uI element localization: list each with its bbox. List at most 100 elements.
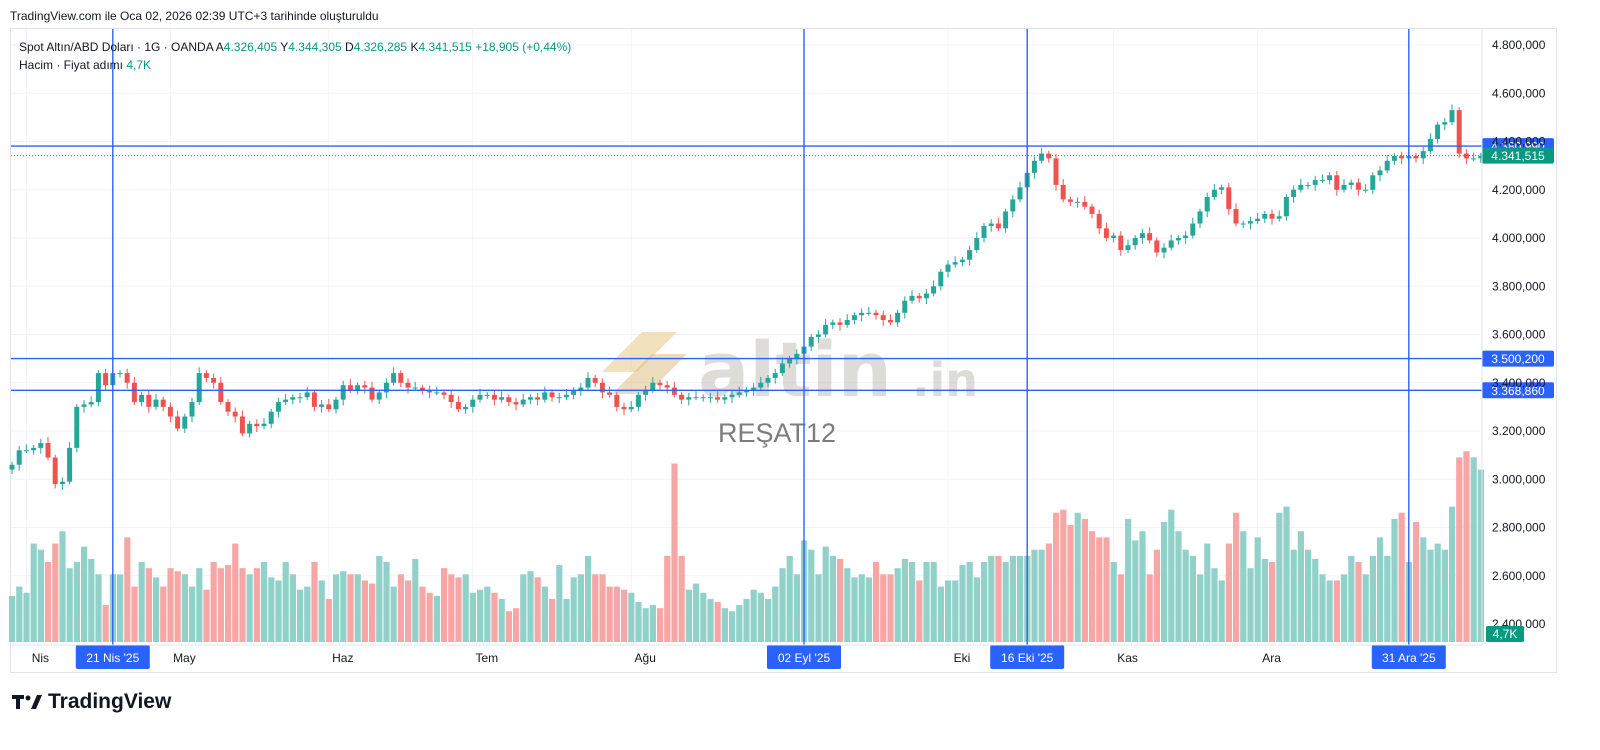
candle-body [326,404,332,410]
volume-bar [757,592,764,642]
candle-body [1103,228,1109,238]
candle-body [542,392,548,400]
x-tick-label: Eki [954,651,971,665]
x-tick-label: Ara [1262,651,1281,665]
volume-bar [1182,549,1189,642]
candle-body [103,373,109,386]
candle-body [607,392,613,395]
volume-bar [30,543,37,642]
candle-body [578,387,584,390]
volume-bar [945,580,952,642]
volume-bar [1333,580,1340,642]
volume-bar [1103,537,1110,642]
tradingview-brand: TradingView [48,690,172,713]
candle-body [995,223,1001,229]
candle-body [787,358,793,364]
volume-bar [304,586,311,642]
candle-body [1334,175,1340,190]
volume-bar [1297,531,1304,642]
volume-bar [1456,457,1463,642]
volume-bar [1261,558,1268,642]
candle-body [311,392,317,407]
candle-body [736,392,742,395]
created-note: TradingView.com ile Oca 02, 2026 02:39 U… [10,9,379,23]
candle-body [247,423,253,434]
volume-bar [1110,562,1117,642]
candle-body [1427,139,1433,152]
volume-bar [649,605,656,642]
y-tick-label: 3.000,000 [1492,472,1546,486]
candle-body [923,293,929,299]
candle-body [959,259,965,263]
volume-bar [930,562,937,642]
candle-body [355,385,361,390]
volume-bar [16,586,23,642]
candle-body [1420,151,1426,159]
candle-body [304,392,310,398]
volume-bars [9,451,1484,642]
volume-bar [203,589,210,642]
volume-bar [1441,549,1448,642]
candle-body [1175,238,1181,241]
price-badge [1482,350,1554,367]
candle-body [441,392,447,395]
chart-frame [10,28,1557,673]
volume-bar [966,562,973,642]
volume-bar [721,608,728,642]
volume-bar [707,598,714,642]
volume-bar [1319,574,1326,642]
candle-body [830,322,836,325]
candle-body [88,402,94,405]
candles [9,104,1484,490]
candle-body [74,406,80,448]
y-tick-label: 2.600,000 [1492,569,1546,583]
candle-body [751,387,757,390]
volume-bar [1276,512,1283,642]
volume-bar [253,568,260,642]
volume-bar [419,586,426,642]
candle-body [1082,201,1088,207]
legend-open: 4.326,405 [223,40,278,54]
volume-bar [145,568,152,642]
candle-body [981,225,987,238]
volume-bar [700,592,707,642]
volume-bar [1139,531,1146,642]
watermark-logo-icon [602,332,687,394]
watermark: altin .in REŞAT12 [602,325,978,448]
price-chart[interactable]: altin .in REŞAT12 4.380,9903.500,2003.36… [0,0,1600,680]
candle-body [693,397,699,399]
volume-bar [729,611,736,642]
volume-bar [325,598,332,642]
volume-bar [289,574,296,642]
candle-body [967,250,973,260]
candle-body [650,382,656,390]
legend-symbol[interactable]: Spot Altın/ABD Doları · 1G · OANDA [19,40,214,54]
candle-body [859,312,865,316]
volume-bar [361,580,368,642]
volume-bar [520,574,527,642]
volume-bar [1305,549,1312,642]
price-badge-label: 3.500,200 [1491,352,1545,366]
candle-body [1449,110,1455,123]
candle-body [1471,158,1477,160]
current-price-label: 4.341,515 [1491,149,1545,163]
candle-body [938,271,944,287]
legend-volume-label[interactable]: Hacim · Fiyat adımı [19,58,124,72]
volume-bar [491,592,498,642]
candle-body [535,397,541,400]
volume-bar [1463,451,1470,642]
tradingview-logo[interactable]: TradingView [12,690,171,714]
volume-bar [1189,555,1196,642]
candle-body [945,264,951,272]
candle-body [167,406,173,417]
candle-body [283,399,289,403]
volume-bar [793,574,800,642]
volume-bar [563,598,570,642]
volume-bar [405,580,412,642]
candle-body [376,392,382,400]
candle-body [1067,199,1073,202]
candle-body [794,353,800,359]
volume-bar [484,586,491,642]
candle-body [1269,213,1275,219]
candle-body [952,262,958,265]
